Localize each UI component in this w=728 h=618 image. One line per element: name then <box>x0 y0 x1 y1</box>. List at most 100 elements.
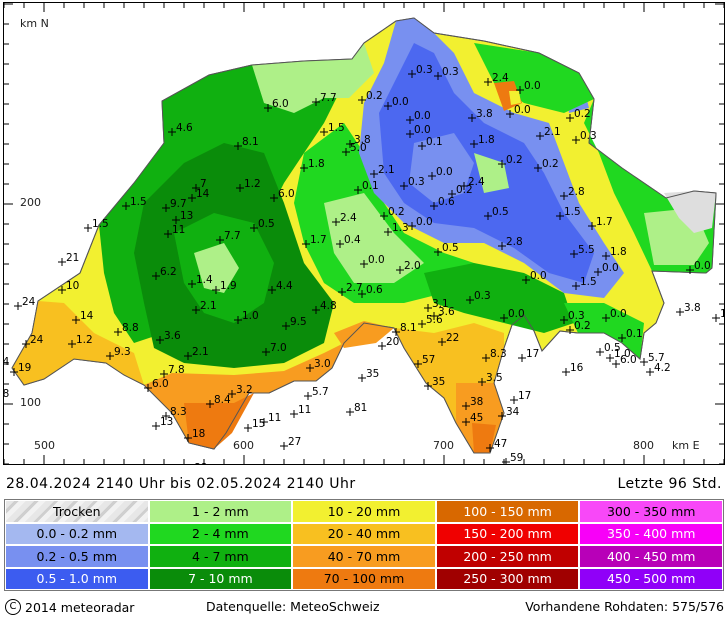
station-value-label: 15 <box>252 418 265 430</box>
station-value-label: 6.0 <box>278 188 295 200</box>
station-value: 11 <box>260 412 281 426</box>
period-row: 28.04.2024 2140 Uhr bis 02.05.2024 2140 … <box>0 474 728 496</box>
station-value-label: 59 <box>510 452 523 464</box>
station-value: 7 <box>192 178 207 192</box>
station-value: 0.5 <box>434 242 459 256</box>
station-value-label: 8.3 <box>170 406 187 418</box>
station-value: 3.2 <box>228 384 253 398</box>
station-value: 2.4 <box>460 176 485 190</box>
legend-item: 2 - 4 mm <box>148 522 293 545</box>
station-value: 9.3 <box>106 346 131 360</box>
station-value: 0.3 <box>408 64 433 78</box>
station-value: 0.0 <box>522 270 547 284</box>
station-value-label: 35 <box>432 376 445 388</box>
station-value-label: 7 <box>200 178 207 190</box>
station-value: 7.0 <box>262 342 287 356</box>
station-value-label: 1.3 <box>392 222 409 234</box>
station-value-label: 0.1 <box>626 328 643 340</box>
station-value-label: 88 <box>194 462 207 464</box>
station-value: 0.6 <box>358 284 383 298</box>
station-value-label: 2.4 <box>468 176 485 188</box>
station-value: 8.4 <box>206 394 231 408</box>
legend-item: 20 - 40 mm <box>292 522 436 545</box>
station-value: 0.0 <box>500 308 525 322</box>
legend-item: 150 - 200 mm <box>435 522 580 545</box>
station-value: 0.0 <box>516 80 541 94</box>
legend-item: Trocken <box>5 500 149 523</box>
station-value: 35 <box>358 368 379 382</box>
station-value: 4.4 <box>268 280 293 294</box>
station-value-label: 1.2 <box>244 178 261 190</box>
station-value-label: 3.2 <box>236 384 253 396</box>
station-value-label: 7.7 <box>224 230 241 242</box>
station-value-label: 4.6 <box>176 122 193 134</box>
station-value-label: 35 <box>366 368 379 380</box>
station-value: 3.8 <box>346 134 371 148</box>
station-value-label: 0.0 <box>416 216 433 228</box>
legend-item: 7 - 10 mm <box>148 567 293 590</box>
station-value: 1.5 <box>712 308 724 322</box>
station-value: 7.7 <box>312 92 337 106</box>
station-value: 0.0 <box>506 104 531 118</box>
legend-item: 70 - 100 mm <box>292 567 436 590</box>
x-tick-label: 500 <box>34 439 55 452</box>
station-value: 11 <box>164 224 185 238</box>
station-value: 0.2 <box>534 158 559 172</box>
station-value-label: 1.9 <box>220 280 237 292</box>
station-value-label: 3.8 <box>476 108 493 120</box>
station-value-label: 4.2 <box>654 362 671 374</box>
station-value-label: 24 <box>22 296 36 308</box>
station-value: 35 <box>424 376 445 390</box>
station-value: 0.2 <box>498 154 523 168</box>
station-value: 0.2 <box>358 90 383 104</box>
legend-item: 300 - 350 mm <box>579 500 723 523</box>
station-value: 8.3 <box>482 348 507 362</box>
station-value: 17 <box>518 348 539 362</box>
station-value-label: 1.5 <box>720 308 724 320</box>
station-value-label: 0.0 <box>414 110 431 122</box>
station-value-label: 81 <box>354 402 367 414</box>
station-value-label: 0.2 <box>456 184 473 196</box>
station-value: 6.2 <box>152 266 177 280</box>
station-value: 1.5 <box>572 276 597 290</box>
station-value-label: 0.3 <box>416 64 433 76</box>
station-value-label: 8.1 <box>242 136 259 148</box>
station-value-label: 0.0 <box>514 104 531 116</box>
station-value: 2.0 <box>396 260 421 274</box>
station-value-label: 18 <box>4 388 9 400</box>
station-value-label: 4.4 <box>276 280 293 292</box>
station-value-label: 2.1 <box>200 300 217 312</box>
station-value-label: 1.5 <box>130 196 147 208</box>
station-value-label: 18 <box>192 428 205 440</box>
station-value-label: 7.7 <box>320 92 337 104</box>
raw-data-availability: Vorhandene Rohdaten: 575/576 <box>525 599 724 614</box>
station-value-label: 0.0 <box>436 166 453 178</box>
station-value-label: 0.3 <box>474 290 491 302</box>
accumulation-window: Letzte 96 Std. <box>617 476 722 492</box>
station-value: 0.3 <box>560 310 585 324</box>
station-value: 2.1 <box>184 346 209 360</box>
copyright: C 2014 meteoradar <box>5 599 134 615</box>
station-value: 8.1 <box>234 136 259 150</box>
station-value: 5.7 <box>640 352 665 366</box>
station-value: 0.3 <box>434 66 459 80</box>
station-value: 0.5 <box>596 342 621 356</box>
station-value: 0.0 <box>408 216 433 230</box>
station-value: 0.3 <box>572 130 597 144</box>
station-value-label: 1.2 <box>76 334 93 346</box>
station-value-label: 0.5 <box>258 218 275 230</box>
station-value-label: 0.2 <box>574 320 591 332</box>
station-value-label: 0.0 <box>610 308 627 320</box>
station-value: 13 <box>152 416 173 430</box>
station-value: 0.2 <box>448 184 473 198</box>
legend-item: 450 - 500 mm <box>579 567 723 590</box>
station-value-label: 11 <box>298 404 311 416</box>
station-value: 2.1 <box>370 164 395 178</box>
station-value-label: 5.7 <box>648 352 665 364</box>
station-value-label: 0.3 <box>408 176 425 188</box>
station-value-label: 11 <box>268 412 281 424</box>
station-value-label: 6.0 <box>620 354 637 366</box>
map-panel: 0.3 0.3 2.4 0.0 0.2 0.0 7.7 6.0 3.8 0.0 0.2 0.0 0.0 2… <box>3 2 725 465</box>
station-value-label: 21 <box>66 252 79 264</box>
station-value-label: 0.0 <box>694 260 711 272</box>
